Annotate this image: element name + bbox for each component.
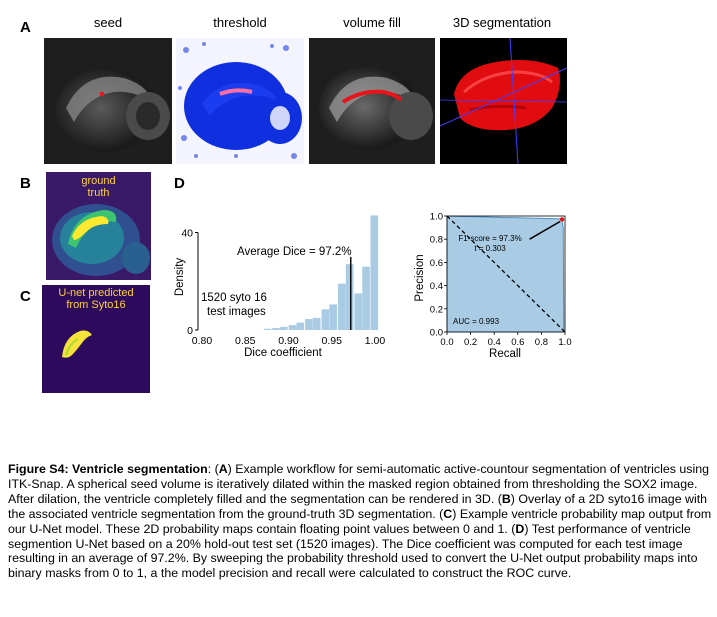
threshold-image bbox=[176, 38, 304, 164]
unet-label-line2: from Syto16 bbox=[66, 299, 126, 311]
histogram-bar bbox=[321, 309, 330, 330]
average-dice-annotation: Average Dice = 97.2% bbox=[237, 246, 352, 258]
roc-x-tick-label: 0.2 bbox=[464, 337, 477, 348]
roc-x-ticks: 0.0 0.2 0.4 0.6 0.8 1.0 bbox=[440, 332, 572, 348]
histogram-bars bbox=[263, 215, 379, 330]
roc-x-tick-label: 0.0 bbox=[440, 337, 453, 348]
roc-y-tick-label: 1.0 bbox=[430, 212, 443, 223]
volume-fill-image bbox=[309, 38, 435, 164]
caption-ref-b: B bbox=[501, 491, 511, 506]
roc-y-tick-label: 0.4 bbox=[430, 281, 443, 292]
title-seed: seed bbox=[93, 15, 123, 30]
histogram-x-tick-label: 0.85 bbox=[235, 335, 256, 347]
caption-part-4: ) Overlay of a 2D syto16 image with the … bbox=[8, 491, 708, 521]
caption-title: Figure S4: Ventricle segmentation bbox=[8, 462, 208, 476]
histogram-bar bbox=[263, 328, 272, 330]
histogram-bar bbox=[345, 264, 354, 330]
ground-truth-label-line2: truth bbox=[87, 187, 110, 199]
3d-segmentation-image bbox=[440, 38, 567, 164]
f1-point bbox=[559, 217, 565, 222]
f1-annotation: F1-score = 97.3% bbox=[458, 234, 521, 243]
roc-chart: 0.0 0.2 0.4 0.6 0.8 1.0 0.0 0.2 0.4 0.6 0.8 1.0 F1… bbox=[414, 212, 572, 361]
histogram-bar bbox=[288, 325, 297, 330]
test-count-line1: 1520 syto 16 bbox=[201, 292, 267, 304]
histogram-bar bbox=[312, 317, 321, 330]
histogram-bar bbox=[280, 326, 288, 330]
roc-xlabel: Recall bbox=[489, 348, 521, 360]
histogram-x-tick-label: 0.90 bbox=[278, 335, 299, 347]
roc-y-ticks: 0.0 0.2 0.4 0.6 0.8 1.0 bbox=[430, 212, 447, 339]
histogram-xlabel: Dice coefficient bbox=[244, 347, 323, 359]
title-threshold: threshold bbox=[213, 15, 267, 30]
dice-histogram-chart: 0.80 0.85 0.90 0.95 1.00 0 40 Dice coefficien… bbox=[174, 215, 386, 359]
roc-y-tick-label: 0.8 bbox=[430, 235, 443, 246]
panel-letter-b: B bbox=[20, 175, 31, 192]
histogram-bar bbox=[329, 304, 337, 330]
caption-ref-a: A bbox=[218, 462, 228, 476]
ground-truth-image bbox=[46, 172, 151, 280]
histogram-bar bbox=[370, 215, 379, 330]
threshold-annotation: t = 0.303 bbox=[474, 244, 506, 253]
panel-letter-a: A bbox=[20, 19, 31, 36]
caption-part-0: : ( bbox=[207, 462, 219, 476]
histogram-ylabel: Density bbox=[174, 258, 186, 297]
caption-part-6: ) Example ventricle probability map outp… bbox=[8, 506, 712, 536]
unet-predicted-image bbox=[42, 285, 150, 393]
histogram-bar bbox=[362, 266, 370, 330]
histogram-bar bbox=[272, 328, 280, 330]
histogram-y-tick-label: 40 bbox=[181, 228, 193, 240]
unet-predicted-label: U-net predicted from Syto16 bbox=[42, 287, 150, 311]
caption-part-8: ) Test performance of ventricle segmenti… bbox=[8, 521, 698, 581]
caption-ref-c: C bbox=[443, 506, 453, 521]
histogram-x-tick-label: 0.95 bbox=[322, 335, 343, 347]
auc-annotation: AUC = 0.993 bbox=[453, 317, 500, 326]
test-count-line2: test images bbox=[207, 306, 266, 318]
histogram-x-ticks: 0.80 0.85 0.90 0.95 1.00 bbox=[192, 335, 386, 347]
ground-truth-label-line1: ground bbox=[81, 175, 116, 187]
histogram-bar bbox=[305, 319, 313, 330]
roc-frame bbox=[446, 215, 566, 333]
caption-ref-d: D bbox=[515, 521, 525, 536]
figure-caption: Figure S4: Ventricle segmentation: (A) E… bbox=[8, 462, 712, 581]
roc-ylabel: Precision bbox=[414, 254, 426, 301]
histogram-bar bbox=[354, 293, 363, 330]
roc-x-tick-label: 0.8 bbox=[535, 337, 548, 348]
panel-letter-c: C bbox=[20, 288, 31, 305]
seed-image bbox=[44, 38, 172, 164]
panel-letter-d: D bbox=[174, 175, 185, 192]
histogram-y-ticks: 0 40 bbox=[181, 228, 198, 337]
unet-label-line1: U-net predicted bbox=[58, 287, 134, 299]
title-volume-fill: volume fill bbox=[343, 15, 401, 30]
roc-y-tick-label: 0.2 bbox=[430, 304, 443, 315]
f1-arrow bbox=[529, 220, 561, 240]
histogram-bar bbox=[296, 322, 305, 330]
roc-x-tick-label: 0.4 bbox=[488, 337, 501, 348]
histogram-x-tick-label: 1.00 bbox=[365, 335, 386, 347]
histogram-y-tick-label: 0 bbox=[187, 325, 193, 337]
roc-x-tick-label: 0.6 bbox=[511, 337, 524, 348]
roc-x-tick-label: 1.0 bbox=[558, 337, 571, 348]
histogram-x-tick-label: 0.80 bbox=[192, 335, 213, 347]
title-3d-segmentation: 3D segmentation bbox=[452, 15, 552, 30]
roc-y-tick-label: 0.0 bbox=[430, 328, 443, 339]
caption-part-2: ) Example workflow for semi-automatic ac… bbox=[8, 462, 710, 506]
ground-truth-label: ground truth bbox=[46, 175, 151, 199]
roc-y-tick-label: 0.6 bbox=[430, 258, 443, 269]
histogram-bar bbox=[338, 283, 346, 330]
